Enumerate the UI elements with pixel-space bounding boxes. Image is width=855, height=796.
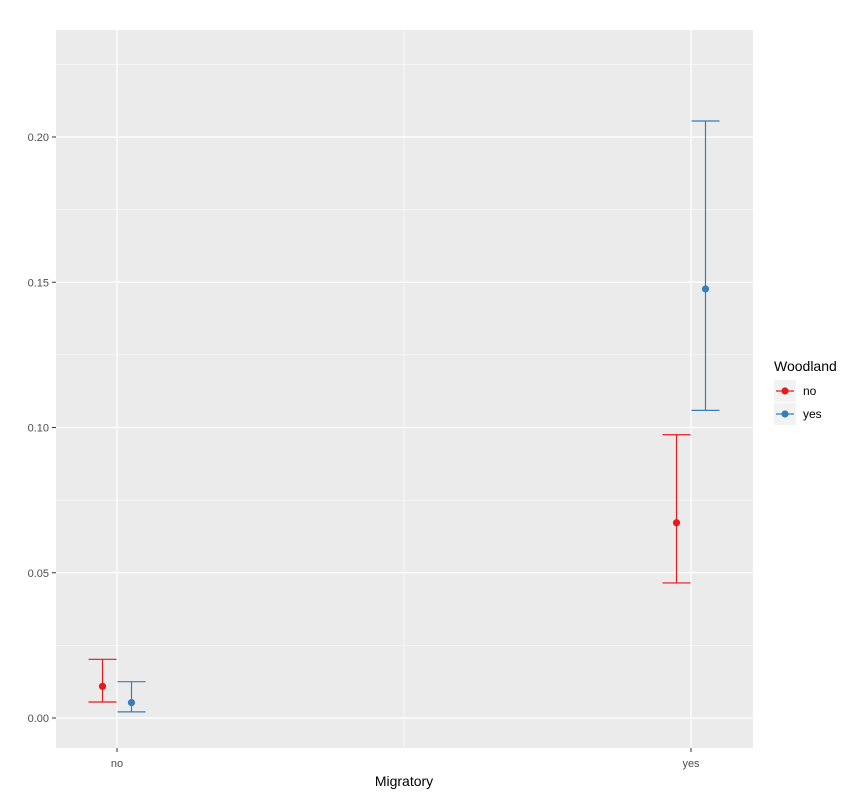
x-axis-title: Migratory [375,773,433,789]
plot-marks [88,120,720,713]
y-tick-label: 0.15 [28,277,49,289]
errorbar-yes-no [117,681,146,713]
x-axis: no yes [111,748,700,770]
point-no-no [98,682,107,690]
y-tick-label: 0.20 [28,132,49,144]
y-axis: 0.00 0.05 0.10 0.15 0.20 [28,132,56,725]
y-tick-label: 0.05 [28,568,49,580]
legend-key-point [781,410,789,418]
errorbar-yes-yes [691,120,720,411]
y-tick-label: 0.00 [28,713,49,725]
legend-label: yes [803,407,822,421]
legend-title: Woodland [774,358,837,374]
legend: Woodland no yes [774,358,837,425]
x-tick-label: yes [682,758,700,770]
errorbar-no-yes [662,434,691,584]
legend-item-no: no [774,380,817,402]
errorbar-no-no [88,658,117,703]
x-tick-label: no [111,758,123,770]
y-tick-label: 0.10 [28,423,49,435]
grid [56,30,753,748]
legend-item-yes: yes [774,403,822,425]
point-yes-no [127,699,136,707]
legend-label: no [803,384,817,398]
point-yes-yes [701,285,710,293]
panel-background [56,30,753,748]
point-no-yes [672,519,681,527]
legend-key-point [781,387,789,395]
